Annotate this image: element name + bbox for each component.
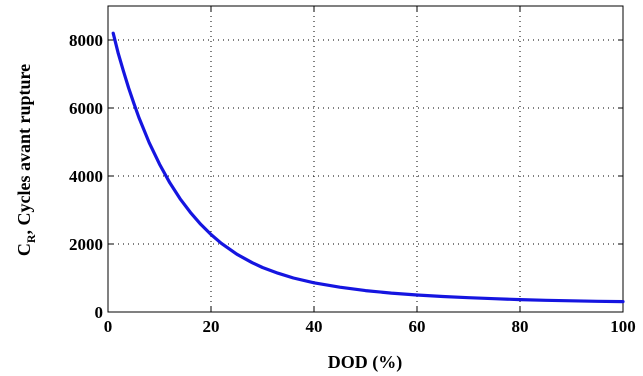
y-tick-label: 4000 [69,167,103,186]
x-tick-label: 60 [409,317,426,336]
series-layer [111,31,625,304]
x-axis-label: DOD (%) [328,352,403,373]
y-tick-label: 2000 [69,235,103,254]
x-tick-label: 20 [203,317,220,336]
y-axis-label-rest: , Cycles avant rupture [14,64,34,235]
y-axis-label: CR, Cycles avant rupture [14,64,38,256]
y-tick-label: 0 [95,303,104,322]
x-tick-label: 80 [512,317,529,336]
y-tick-label: 6000 [69,99,103,118]
x-tick-label: 100 [610,317,636,336]
x-tick-label: 0 [104,317,113,336]
x-tick-label: 40 [306,317,323,336]
y-axis-label-main: C [14,243,34,256]
grid-lines [108,6,623,312]
series-line [111,31,625,304]
x-tick-labels: 0 20 40 60 80 100 [104,317,636,336]
y-tick-label: 8000 [69,31,103,50]
plot-frame [107,5,624,313]
axis-ticks [107,6,624,313]
y-tick-labels: 0 2000 4000 6000 8000 [69,31,103,322]
y-axis-label-subscript: R [24,234,38,243]
